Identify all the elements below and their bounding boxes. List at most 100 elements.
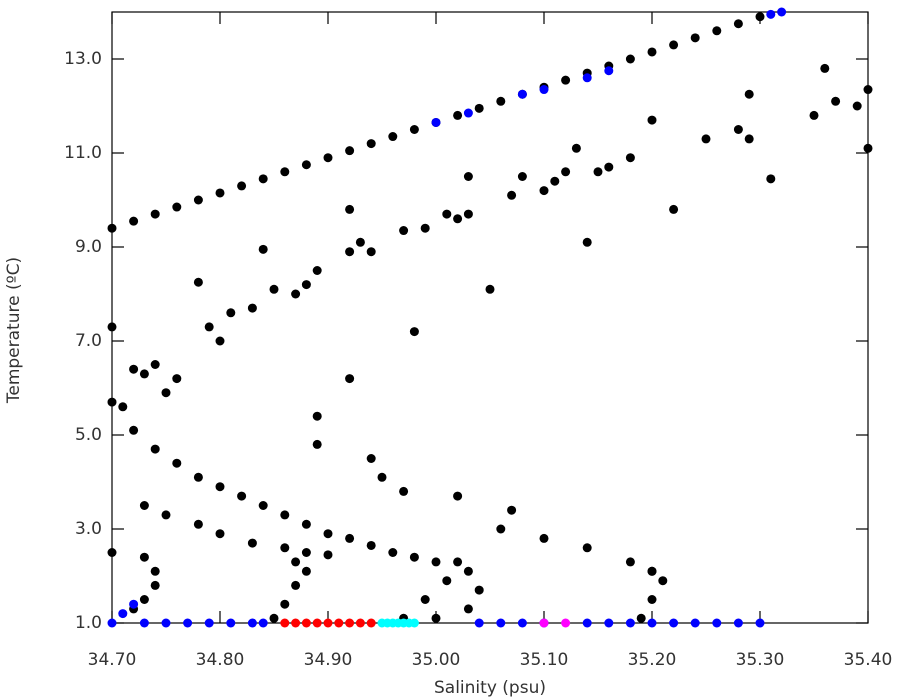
y-tick-label: 3.0 <box>75 519 102 539</box>
data-point <box>539 618 549 628</box>
data-point <box>193 195 203 205</box>
data-point <box>345 146 355 156</box>
data-point <box>431 117 441 127</box>
data-point <box>766 174 776 184</box>
data-point <box>118 609 128 619</box>
data-point <box>345 247 355 257</box>
data-point <box>463 172 473 181</box>
data-point <box>625 557 635 567</box>
data-point <box>442 209 452 219</box>
data-point <box>129 216 139 226</box>
data-point <box>161 618 171 628</box>
data-point <box>399 486 409 496</box>
y-tick-label: 13.0 <box>64 49 102 69</box>
data-point <box>647 595 657 604</box>
data-point <box>193 519 203 529</box>
data-point <box>550 176 560 186</box>
data-point <box>669 618 679 628</box>
data-point <box>345 533 355 543</box>
data-point <box>118 402 128 412</box>
data-point <box>139 618 149 628</box>
x-tick-label: 35.00 <box>412 650 461 670</box>
data-point <box>690 618 700 628</box>
data-point <box>280 618 290 628</box>
data-point <box>744 89 754 99</box>
data-point <box>647 618 657 628</box>
data-point <box>139 501 149 510</box>
data-point <box>453 214 463 224</box>
data-point <box>301 566 311 576</box>
y-tick-label: 11.0 <box>64 143 102 163</box>
data-point <box>312 618 322 628</box>
data-point <box>258 244 268 254</box>
data-point <box>226 308 236 318</box>
data-point <box>561 618 571 628</box>
data-point <box>409 618 419 628</box>
data-point <box>582 237 592 247</box>
data-point <box>820 63 830 73</box>
x-tick-label: 35.40 <box>844 650 893 670</box>
data-point <box>712 26 722 36</box>
data-point <box>517 172 527 181</box>
data-point <box>291 289 301 299</box>
data-point <box>647 566 657 576</box>
data-point <box>453 491 463 501</box>
data-point <box>183 618 193 628</box>
data-point <box>517 618 527 628</box>
data-point <box>658 576 668 586</box>
data-point <box>766 9 776 19</box>
data-point <box>712 618 722 628</box>
data-point <box>161 510 171 520</box>
data-point <box>431 613 441 623</box>
data-point <box>647 115 657 125</box>
data-point <box>204 618 214 628</box>
data-point <box>204 322 214 332</box>
data-point <box>442 576 452 586</box>
x-tick-label: 35.10 <box>520 650 569 670</box>
data-point <box>107 322 117 332</box>
data-point <box>474 618 484 628</box>
data-point <box>107 548 117 557</box>
data-point <box>420 223 430 233</box>
plot-frame <box>111 11 869 624</box>
data-point <box>215 529 225 539</box>
data-point <box>258 501 268 510</box>
data-point <box>150 209 160 219</box>
data-point <box>226 618 236 628</box>
data-point <box>474 585 484 595</box>
data-point <box>150 580 160 590</box>
data-point <box>647 47 657 57</box>
data-point <box>107 223 117 233</box>
x-tick-label: 35.20 <box>628 650 677 670</box>
data-point <box>312 266 322 275</box>
data-point <box>463 108 473 118</box>
data-point <box>355 618 365 628</box>
data-point <box>366 454 376 463</box>
data-point <box>507 190 517 200</box>
data-point <box>852 101 862 111</box>
data-point <box>636 613 646 623</box>
data-point <box>139 595 149 604</box>
data-point <box>463 566 473 576</box>
data-point <box>777 7 787 17</box>
data-point <box>301 618 311 628</box>
data-point <box>733 618 743 628</box>
data-point <box>291 618 301 628</box>
data-point <box>215 188 225 198</box>
data-point <box>463 604 473 614</box>
data-point <box>301 160 311 170</box>
data-point <box>193 277 203 287</box>
data-point <box>669 204 679 214</box>
data-point <box>280 510 290 520</box>
data-point <box>604 162 614 172</box>
data-point <box>323 550 333 560</box>
data-point <box>323 529 333 539</box>
data-point <box>809 110 819 120</box>
y-tick-label: 9.0 <box>75 237 102 257</box>
data-point <box>237 491 247 501</box>
data-point <box>733 125 743 134</box>
data-point <box>863 143 873 153</box>
data-point <box>604 618 614 628</box>
data-point <box>388 132 398 142</box>
